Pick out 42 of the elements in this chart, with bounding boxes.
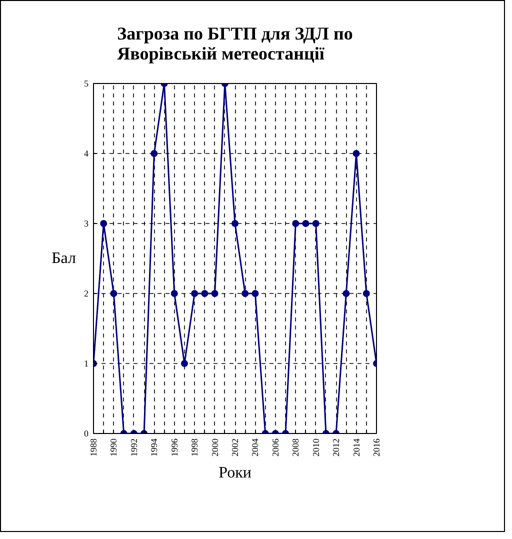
x-tick-label: 2002	[230, 438, 240, 456]
x-tick-label: 1992	[128, 438, 139, 456]
point	[170, 290, 178, 297]
x-tick-label: 2004	[250, 438, 260, 456]
point	[312, 220, 320, 227]
y-axis-title: Бал	[52, 250, 76, 267]
x-tick-label: 2016	[372, 438, 382, 456]
point	[242, 290, 249, 297]
x-tick-label: 2000	[210, 438, 220, 456]
x-tick-label: 2006	[270, 438, 280, 456]
x-tick-label: 1988	[88, 438, 98, 456]
point	[352, 150, 360, 157]
point	[191, 290, 198, 297]
x-tick-label: 2014	[351, 438, 362, 456]
y-tick-label: 4	[84, 148, 89, 158]
point	[302, 220, 310, 227]
x-tick-label: 1994	[149, 438, 160, 456]
point	[110, 290, 118, 297]
y-tick-label: 1	[84, 358, 88, 368]
x-tick-label: 1998	[190, 438, 200, 456]
y-tick-label: 5	[84, 78, 89, 88]
point	[211, 290, 218, 297]
point	[100, 220, 108, 227]
y-tick-label: 2	[84, 288, 88, 298]
y-tick-label: 3	[84, 218, 89, 228]
point	[342, 290, 350, 297]
point	[201, 290, 208, 297]
line-series	[94, 84, 376, 434]
chart-title: Загроза по БГТП для ЗДЛ по Яворівській метеостанції	[117, 24, 353, 64]
x-axis-title: Роки	[218, 464, 252, 482]
point	[362, 290, 370, 297]
x-tick-label: 2008	[290, 438, 301, 456]
y-tick-label: 0	[84, 428, 89, 438]
x-tick-label: 1990	[108, 438, 119, 456]
x-tick-label: 2012	[331, 438, 342, 456]
point	[252, 290, 259, 297]
point	[232, 220, 238, 227]
x-tick-label: 1996	[169, 438, 180, 456]
x-tick-label: 2010	[310, 438, 321, 456]
point	[180, 360, 188, 367]
point	[292, 220, 300, 227]
point	[150, 150, 158, 157]
